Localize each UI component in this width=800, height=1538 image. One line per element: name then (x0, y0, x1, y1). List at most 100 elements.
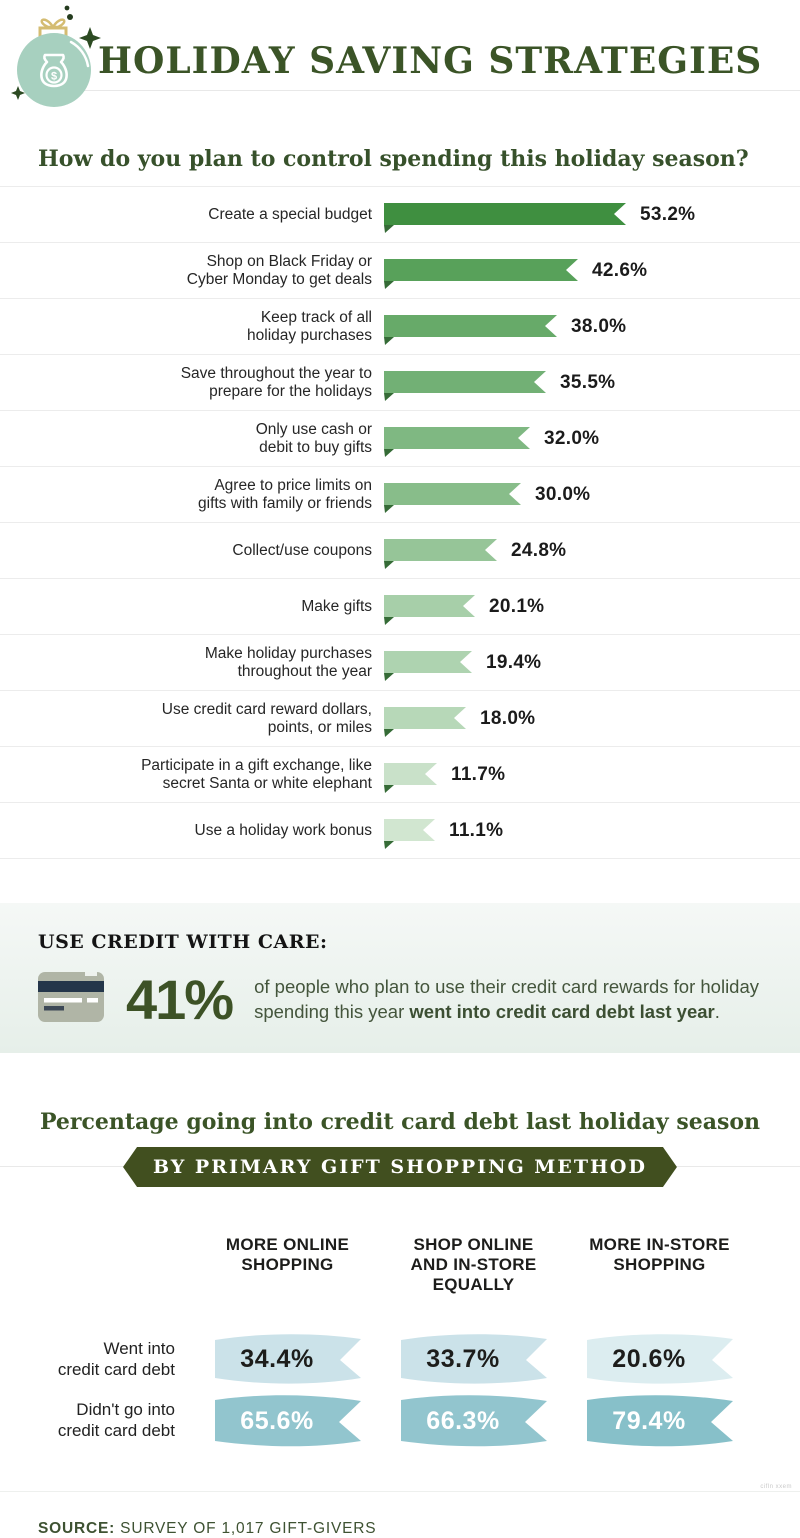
strategy-row: Use credit card reward dollars, points, o… (0, 691, 800, 747)
bar-ribbon-icon (384, 539, 497, 569)
strategy-row: Agree to price limits on gifts with famil… (0, 467, 800, 523)
credit-stat-text: of people who plan to use their credit c… (254, 975, 762, 1024)
strategy-value: 35.5% (560, 371, 616, 393)
strategy-label: Keep track of all holiday purchases (247, 308, 372, 344)
credit-text-regular: of people who plan to use their credit c… (254, 976, 760, 1022)
strategy-value: 32.0% (544, 427, 600, 449)
strategy-value: 19.4% (486, 651, 542, 673)
strategy-bar: 53.2% (384, 199, 696, 233)
source-label: SOURCE: (38, 1520, 116, 1538)
debt-rows: Went into credit card debt 34.4% 33.7% 20.6%… (8, 1331, 800, 1449)
strategy-label: Make holiday purchases throughout the yea… (204, 644, 372, 680)
strategy-bar: 11.1% (384, 815, 504, 849)
strategy-label: Use credit card reward dollars, points, o… (161, 700, 372, 736)
debt-column-header: MORE IN-STORE SHOPPING (589, 1235, 730, 1275)
debt-flag: 33.7% (382, 1331, 565, 1388)
watermark: cifln xxem (760, 1484, 792, 1490)
flag-banner-icon: 65.6% (214, 1395, 361, 1447)
strategy-row: Make gifts 20.1% (0, 579, 800, 635)
credit-text-bold: went into credit card debt last year (409, 1000, 715, 1022)
svg-text:$: $ (51, 71, 57, 83)
bar-ribbon-icon (384, 595, 475, 625)
svg-text:65.6%: 65.6% (240, 1407, 313, 1435)
debt-flag: 65.6% (196, 1392, 379, 1449)
strategy-row: Use a holiday work bonus 11.1% (0, 803, 800, 859)
strategy-label: Make gifts (301, 597, 372, 615)
debt-row: Didn't go into credit card debt 65.6% 66.3%… (8, 1392, 800, 1449)
page-title: HOLIDAY SAVING STRATEGIES (98, 40, 763, 82)
flag-banner-icon: 20.6% (586, 1334, 733, 1384)
debt-flag: 20.6% (568, 1331, 751, 1388)
debt-column-header: SHOP ONLINE AND IN-STORE EQUALLY (410, 1235, 537, 1295)
debt-row-label: Didn't go into credit card debt (57, 1400, 175, 1440)
strategy-row: Only use cash or debit to buy gifts 32.0% (0, 411, 800, 467)
debt-flag: 66.3% (382, 1392, 565, 1449)
source-note: SOURCE: SURVEY OF 1,017 GIFT-GIVERS (0, 1491, 800, 1538)
bar-ribbon-icon (384, 763, 437, 793)
strategy-label: Collect/use coupons (232, 541, 372, 559)
strategy-value: 11.1% (449, 819, 504, 841)
strategy-label: Save throughout the year to prepare for t… (180, 364, 372, 400)
strategy-bar: 42.6% (384, 255, 648, 289)
debt-row: Went into credit card debt 34.4% 33.7% 20.6% (8, 1331, 800, 1388)
bar-ribbon-icon (384, 651, 472, 681)
debt-header-row: MORE ONLINE SHOPPING SHOP ONLINE AND IN-STO… (8, 1235, 800, 1295)
chart-question-heading: How do you plan to control spending this… (38, 146, 749, 172)
flag-banner-icon: 79.4% (586, 1395, 733, 1447)
flag-banner-icon: 33.7% (400, 1334, 547, 1384)
bar-ribbon-icon (384, 371, 546, 401)
strategy-bar: 18.0% (384, 703, 536, 737)
svg-text:79.4%: 79.4% (612, 1407, 685, 1435)
page-header: $ HOLIDAY SAVING STRATEGIES (0, 0, 800, 112)
strategy-row: Make holiday purchases throughout the yea… (0, 635, 800, 691)
strategy-bar: 20.1% (384, 591, 545, 625)
bar-ribbon-icon (384, 427, 530, 457)
flag-banner-icon: 66.3% (400, 1395, 547, 1447)
debt-row-label: Went into credit card debt (57, 1339, 175, 1379)
strategy-value: 30.0% (535, 483, 591, 505)
credit-stat-value: 41% (126, 968, 234, 1031)
bar-ribbon-icon (384, 315, 557, 345)
strategy-label: Participate in a gift exchange, like secr… (141, 756, 372, 792)
strategy-row: Save throughout the year to prepare for t… (0, 355, 800, 411)
strategy-bar: 11.7% (384, 759, 506, 793)
strategy-value: 11.7% (451, 763, 506, 785)
debt-table: MORE ONLINE SHOPPING SHOP ONLINE AND IN-STO… (8, 1235, 800, 1449)
strategy-rows: Create a special budget 53.2% Shop on Blac… (0, 186, 800, 859)
strategy-value: 18.0% (480, 707, 536, 729)
strategy-value: 24.8% (511, 539, 567, 561)
strategy-label: Agree to price limits on gifts with famil… (198, 476, 372, 512)
strategy-bar: 24.8% (384, 535, 567, 569)
strategy-label: Create a special budget (208, 205, 372, 223)
strategy-row: Shop on Black Friday or Cyber Monday to g… (0, 243, 800, 299)
bar-ribbon-icon (384, 483, 521, 513)
header-divider (42, 90, 800, 91)
bar-ribbon-icon (384, 203, 626, 233)
svg-text:34.4%: 34.4% (240, 1345, 313, 1373)
source-text: SURVEY OF 1,017 GIFT-GIVERS (115, 1520, 377, 1538)
strategy-value: 38.0% (571, 315, 627, 337)
strategy-row: Create a special budget 53.2% (0, 187, 800, 243)
strategy-label: Only use cash or debit to buy gifts (255, 420, 372, 456)
strategy-bar: 35.5% (384, 367, 616, 401)
debt-flag: 79.4% (568, 1392, 751, 1449)
debt-column-header: MORE ONLINE SHOPPING (225, 1235, 350, 1275)
debt-ribbon-wrap: BY PRIMARY GIFT SHOPPING METHOD (0, 1147, 800, 1187)
bar-ribbon-icon (384, 259, 578, 289)
bar-ribbon-icon (384, 707, 466, 737)
credit-care-band: USE CREDIT WITH CARE: 41% of people who … (0, 903, 800, 1053)
bar-ribbon-icon (384, 819, 435, 849)
credit-care-heading: USE CREDIT WITH CARE: (38, 931, 328, 953)
strategy-row: Collect/use coupons 24.8% (0, 523, 800, 579)
credit-text-end: . (714, 1000, 720, 1022)
strategy-bar: 19.4% (384, 647, 542, 681)
flag-banner-icon: 34.4% (214, 1334, 361, 1384)
debt-flag: 34.4% (196, 1331, 379, 1388)
debt-ribbon-banner: BY PRIMARY GIFT SHOPPING METHOD (123, 1147, 677, 1187)
strategy-bar: 32.0% (384, 423, 600, 457)
strategy-value: 53.2% (640, 203, 696, 225)
strategy-value: 20.1% (489, 595, 545, 617)
strategy-row: Participate in a gift exchange, like secr… (0, 747, 800, 803)
strategy-value: 42.6% (592, 259, 648, 281)
strategy-bar: 30.0% (384, 479, 591, 513)
